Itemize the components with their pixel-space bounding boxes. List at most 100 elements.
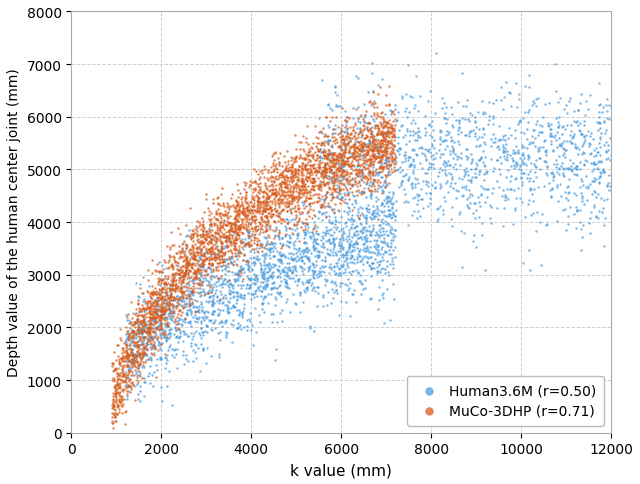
Human3.6M (r=0.50) xyxy=(338,136,348,144)
Human3.6M (r=0.50) xyxy=(155,287,165,294)
MuCo-3DHP (r=0.71) xyxy=(173,297,183,304)
Human3.6M (r=0.50) xyxy=(479,131,490,138)
Human3.6M (r=0.50) xyxy=(404,137,414,145)
Human3.6M (r=0.50) xyxy=(367,127,378,135)
MuCo-3DHP (r=0.71) xyxy=(168,303,179,311)
MuCo-3DHP (r=0.71) xyxy=(269,196,279,203)
MuCo-3DHP (r=0.71) xyxy=(238,215,248,223)
MuCo-3DHP (r=0.71) xyxy=(260,206,271,214)
Human3.6M (r=0.50) xyxy=(435,127,445,135)
Human3.6M (r=0.50) xyxy=(438,160,448,168)
Human3.6M (r=0.50) xyxy=(552,144,562,151)
Human3.6M (r=0.50) xyxy=(175,285,186,292)
Human3.6M (r=0.50) xyxy=(161,300,171,308)
MuCo-3DHP (r=0.71) xyxy=(247,178,257,186)
Human3.6M (r=0.50) xyxy=(588,159,598,166)
Human3.6M (r=0.50) xyxy=(569,108,579,116)
MuCo-3DHP (r=0.71) xyxy=(312,198,322,206)
MuCo-3DHP (r=0.71) xyxy=(386,124,396,132)
Human3.6M (r=0.50) xyxy=(518,115,529,123)
MuCo-3DHP (r=0.71) xyxy=(168,275,178,283)
Human3.6M (r=0.50) xyxy=(344,227,354,235)
Human3.6M (r=0.50) xyxy=(541,149,551,156)
MuCo-3DHP (r=0.71) xyxy=(111,397,121,405)
Human3.6M (r=0.50) xyxy=(264,259,274,267)
MuCo-3DHP (r=0.71) xyxy=(280,199,290,207)
MuCo-3DHP (r=0.71) xyxy=(182,258,192,266)
MuCo-3DHP (r=0.71) xyxy=(317,167,327,175)
MuCo-3DHP (r=0.71) xyxy=(378,178,388,186)
MuCo-3DHP (r=0.71) xyxy=(117,377,127,384)
Human3.6M (r=0.50) xyxy=(223,276,234,284)
Human3.6M (r=0.50) xyxy=(358,174,369,182)
MuCo-3DHP (r=0.71) xyxy=(161,288,171,296)
Human3.6M (r=0.50) xyxy=(421,129,431,136)
Human3.6M (r=0.50) xyxy=(541,147,551,154)
MuCo-3DHP (r=0.71) xyxy=(247,193,257,201)
Human3.6M (r=0.50) xyxy=(488,113,498,121)
MuCo-3DHP (r=0.71) xyxy=(367,99,378,107)
MuCo-3DHP (r=0.71) xyxy=(166,273,177,281)
Human3.6M (r=0.50) xyxy=(147,342,157,349)
MuCo-3DHP (r=0.71) xyxy=(192,308,202,316)
MuCo-3DHP (r=0.71) xyxy=(164,251,174,259)
MuCo-3DHP (r=0.71) xyxy=(142,328,152,335)
MuCo-3DHP (r=0.71) xyxy=(129,360,139,368)
Human3.6M (r=0.50) xyxy=(290,265,300,273)
MuCo-3DHP (r=0.71) xyxy=(255,221,265,228)
MuCo-3DHP (r=0.71) xyxy=(242,204,252,212)
MuCo-3DHP (r=0.71) xyxy=(275,195,285,202)
MuCo-3DHP (r=0.71) xyxy=(367,156,378,164)
MuCo-3DHP (r=0.71) xyxy=(207,196,218,203)
MuCo-3DHP (r=0.71) xyxy=(251,192,261,199)
Human3.6M (r=0.50) xyxy=(558,170,568,178)
MuCo-3DHP (r=0.71) xyxy=(170,286,180,293)
MuCo-3DHP (r=0.71) xyxy=(139,333,149,341)
Human3.6M (r=0.50) xyxy=(309,245,319,253)
MuCo-3DHP (r=0.71) xyxy=(207,260,218,268)
MuCo-3DHP (r=0.71) xyxy=(223,208,233,216)
MuCo-3DHP (r=0.71) xyxy=(247,245,257,253)
Human3.6M (r=0.50) xyxy=(270,233,280,241)
Human3.6M (r=0.50) xyxy=(277,318,287,325)
Human3.6M (r=0.50) xyxy=(334,208,344,215)
Human3.6M (r=0.50) xyxy=(194,330,204,338)
Human3.6M (r=0.50) xyxy=(541,170,551,178)
MuCo-3DHP (r=0.71) xyxy=(292,202,303,210)
Human3.6M (r=0.50) xyxy=(147,308,157,316)
MuCo-3DHP (r=0.71) xyxy=(111,389,121,397)
MuCo-3DHP (r=0.71) xyxy=(181,255,191,262)
Human3.6M (r=0.50) xyxy=(127,350,137,358)
Human3.6M (r=0.50) xyxy=(435,181,445,189)
Human3.6M (r=0.50) xyxy=(556,141,566,149)
MuCo-3DHP (r=0.71) xyxy=(152,260,162,268)
Human3.6M (r=0.50) xyxy=(430,183,440,191)
MuCo-3DHP (r=0.71) xyxy=(131,319,141,327)
Human3.6M (r=0.50) xyxy=(480,198,490,206)
Human3.6M (r=0.50) xyxy=(122,393,132,400)
MuCo-3DHP (r=0.71) xyxy=(212,230,222,238)
Human3.6M (r=0.50) xyxy=(210,324,220,332)
MuCo-3DHP (r=0.71) xyxy=(381,141,392,149)
MuCo-3DHP (r=0.71) xyxy=(118,385,128,393)
MuCo-3DHP (r=0.71) xyxy=(362,175,372,182)
MuCo-3DHP (r=0.71) xyxy=(356,141,366,149)
Human3.6M (r=0.50) xyxy=(176,301,186,309)
Human3.6M (r=0.50) xyxy=(600,130,611,138)
MuCo-3DHP (r=0.71) xyxy=(107,418,117,425)
MuCo-3DHP (r=0.71) xyxy=(354,129,364,137)
Human3.6M (r=0.50) xyxy=(552,218,563,226)
Human3.6M (r=0.50) xyxy=(346,255,356,262)
Human3.6M (r=0.50) xyxy=(244,276,255,284)
MuCo-3DHP (r=0.71) xyxy=(125,350,135,358)
Human3.6M (r=0.50) xyxy=(607,179,617,186)
Human3.6M (r=0.50) xyxy=(188,302,198,310)
MuCo-3DHP (r=0.71) xyxy=(347,175,357,182)
Human3.6M (r=0.50) xyxy=(451,195,461,203)
MuCo-3DHP (r=0.71) xyxy=(188,242,198,249)
MuCo-3DHP (r=0.71) xyxy=(138,318,148,325)
Human3.6M (r=0.50) xyxy=(410,136,420,144)
Human3.6M (r=0.50) xyxy=(202,313,212,321)
Human3.6M (r=0.50) xyxy=(433,216,444,224)
Human3.6M (r=0.50) xyxy=(121,335,131,343)
